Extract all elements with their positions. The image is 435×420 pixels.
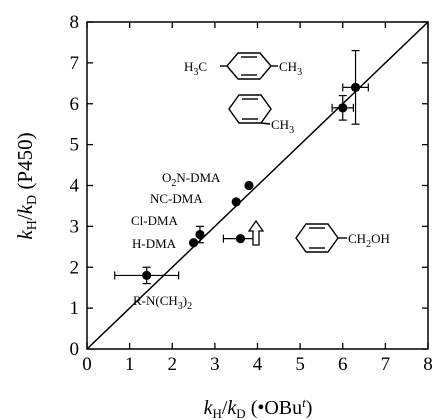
y-axis-label: kH/kD (P450)	[13, 132, 40, 239]
y-tick-label: 3	[70, 216, 80, 237]
y-tick-label: 5	[70, 135, 80, 156]
y-tick-label: 0	[70, 339, 80, 360]
shift-arrow	[247, 219, 265, 246]
annotation-rn-cmh32: R-N(CH3)2	[133, 293, 192, 312]
annotation-xylene-right: CH3	[279, 59, 302, 78]
benzyl-alcohol-structure	[295, 223, 347, 253]
p-xylene-structure	[220, 52, 278, 80]
data-point	[338, 103, 348, 113]
y-tick-label: 4	[70, 176, 80, 197]
data-point	[235, 234, 246, 244]
points-layer	[114, 50, 369, 285]
annotation-o2n-dma: O2N-DMA	[162, 170, 221, 189]
x-tick-label: 2	[168, 354, 178, 375]
x-tick-label: 6	[338, 354, 348, 375]
x-tick-label: 8	[423, 354, 433, 375]
ticks-layer: 0 1 2 3 4 5 6 7 8 0 1 2 3 4 5 6 7 8	[70, 12, 433, 375]
data-point	[350, 82, 361, 92]
x-tick-label: 3	[210, 354, 220, 375]
annotation-cl-dma: Cl-DMA	[131, 213, 179, 228]
toluene-structure	[228, 94, 272, 125]
plot-frame	[86, 21, 429, 350]
annotation-xylene-left: H3C	[184, 59, 207, 78]
y-tick-label: 2	[70, 257, 80, 278]
x-axis-label: kH/kD (•OBut)	[204, 395, 313, 420]
data-point	[231, 197, 241, 207]
x-tick-label: 5	[295, 354, 305, 375]
annotation-toluene-methyl: CH3	[271, 117, 294, 136]
x-tick-label: 1	[125, 354, 135, 375]
data-point	[142, 270, 152, 281]
annotation-benzyl-group: CH2OH	[348, 231, 390, 250]
annotation-nc-dma: NC-DMA	[150, 191, 203, 206]
x-tick-label: 7	[381, 354, 391, 375]
x-tick-label: 0	[82, 354, 92, 375]
data-point	[188, 238, 199, 248]
annotation-h-dma: H-DMA	[132, 236, 177, 251]
y-tick-label: 6	[70, 94, 80, 115]
y-tick-label: 1	[70, 298, 80, 319]
y-tick-label: 7	[70, 53, 80, 74]
diagonal-line	[86, 21, 429, 350]
y-tick-label: 8	[70, 12, 80, 33]
data-point	[195, 229, 205, 240]
x-tick-label: 4	[253, 354, 263, 375]
data-point	[244, 180, 254, 191]
